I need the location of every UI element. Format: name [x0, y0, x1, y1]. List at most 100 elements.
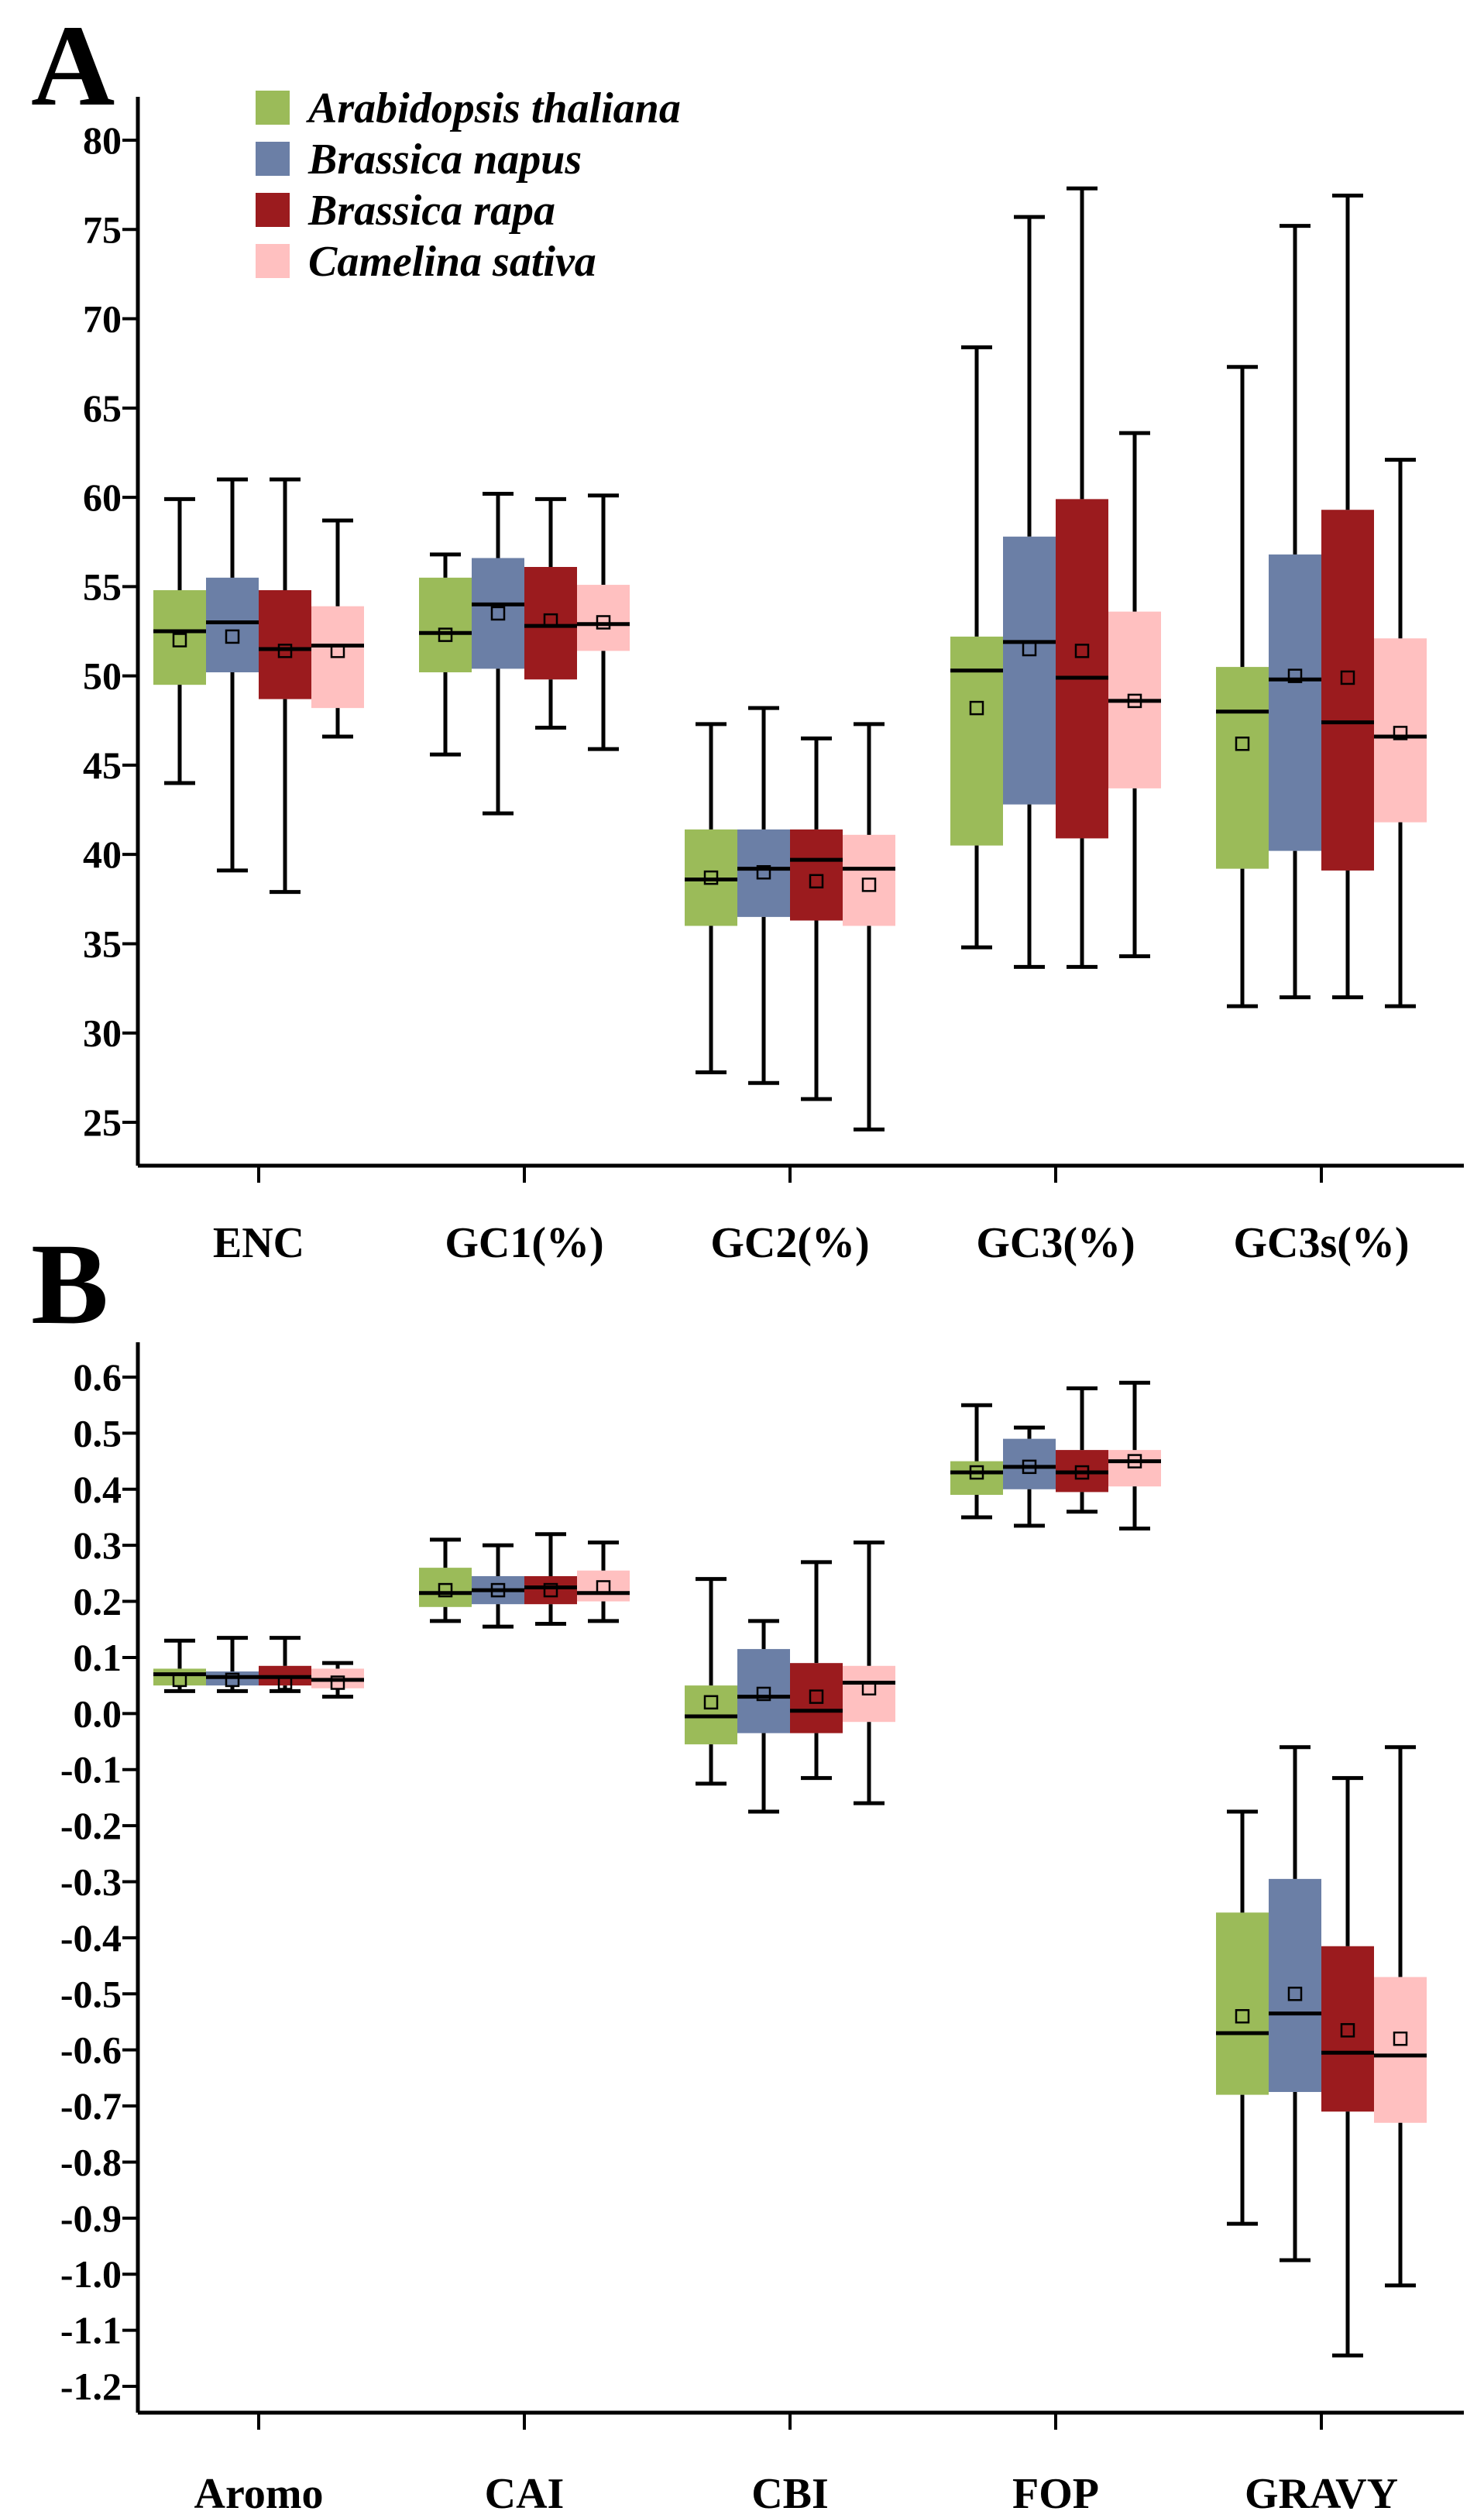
mean-marker: [172, 1672, 187, 1688]
y-tick-label: 30: [83, 1012, 122, 1055]
x-category-label: GC2(%): [710, 1219, 869, 1267]
y-tick-label: -1.1: [60, 2309, 122, 2352]
box-iqr: [419, 1568, 472, 1607]
box-iqr: [1003, 1438, 1056, 1489]
box-plot: [737, 1619, 790, 1814]
mean-marker: [1393, 2031, 1408, 2046]
box-plot: [1216, 365, 1269, 1008]
mean-marker: [1235, 736, 1250, 751]
box-iqr: [950, 636, 1003, 846]
box-plot: [685, 722, 737, 1074]
box-plot: [153, 496, 206, 785]
mean-marker: [809, 874, 824, 889]
box-plot: [1108, 431, 1161, 959]
x-category-label: GC3s(%): [1233, 1219, 1409, 1267]
box-iqr: [737, 1649, 790, 1733]
legend-swatch: [256, 142, 290, 176]
mean-marker: [1287, 668, 1303, 683]
box-plot: [1216, 1809, 1269, 2226]
y-tick-label: 40: [83, 833, 122, 876]
box-plot: [950, 1403, 1003, 1520]
y-tick-label: 55: [83, 565, 122, 608]
mean-marker: [1393, 726, 1408, 740]
box-iqr: [524, 567, 577, 680]
y-tick-label: 80: [83, 119, 122, 162]
box-plot: [259, 477, 311, 895]
box-plot: [1374, 1745, 1427, 2288]
box-plot: [1003, 215, 1056, 969]
mean-marker: [490, 606, 506, 621]
y-tick-label: -0.2: [60, 1804, 122, 1847]
mean-marker: [1022, 641, 1037, 657]
y-tick-label: 75: [83, 208, 122, 251]
y-tick-label: 50: [83, 654, 122, 698]
y-tick-label: 0.4: [74, 1468, 122, 1511]
box-iqr: [1003, 536, 1056, 805]
mean-marker: [1022, 1459, 1037, 1475]
mean-marker: [969, 700, 984, 716]
mean-marker: [1127, 1454, 1142, 1469]
y-tick-label: 0.2: [74, 1580, 122, 1623]
box-plot: [1108, 1380, 1161, 1530]
box-plot: [790, 736, 843, 1101]
mean-marker: [1074, 644, 1090, 658]
y-tick-label: 0.1: [74, 1636, 122, 1679]
y-tick-label: 65: [83, 386, 122, 430]
box-plot: [685, 1577, 737, 1786]
box-iqr: [1216, 667, 1269, 869]
box-plot: [419, 552, 472, 757]
legend-label: Brassica rapa: [307, 187, 555, 235]
mean-marker: [543, 613, 558, 628]
mean-marker: [1340, 2023, 1355, 2038]
legend-label: Camelina sativa: [308, 238, 596, 286]
box-plot: [843, 722, 895, 1132]
panel-b-chart: 0.6 0.5 0.4 0.3 0.2 0.1 0.0 -0.1 -0.2 -0.3 -0.4 -0.…: [60, 1342, 1464, 2518]
x-category-label: Aromo: [194, 2470, 324, 2518]
box-plot: [737, 706, 790, 1085]
box-iqr: [1269, 1878, 1321, 2092]
mean-marker: [225, 629, 240, 644]
box-plot: [472, 491, 524, 816]
y-tick-label: -0.7: [60, 2084, 122, 2128]
y-tick-label: -0.9: [60, 2197, 122, 2240]
box-plot: [206, 1636, 259, 1693]
y-tick-label: 70: [83, 297, 122, 341]
mean-marker: [330, 1675, 345, 1690]
y-tick-label: -1.0: [60, 2252, 122, 2296]
legend-item: Arabidopsis thaliana: [256, 84, 681, 132]
box-plot: [577, 1541, 630, 1623]
mean-marker: [861, 878, 877, 892]
box-plot: [259, 1636, 311, 1693]
mean-marker: [330, 644, 345, 658]
x-category-label: ENC: [213, 1219, 304, 1267]
box-iqr: [419, 577, 472, 673]
x-category-label: CAI: [485, 2470, 565, 2518]
y-tick-label: -0.6: [60, 2028, 122, 2072]
legend-swatch: [256, 193, 290, 227]
box-plot: [1003, 1425, 1056, 1528]
mean-marker: [1287, 1987, 1303, 2001]
mean-marker: [172, 633, 187, 648]
y-tick-label: 45: [83, 744, 122, 787]
legend-swatch: [256, 244, 290, 278]
box-plot: [206, 477, 259, 873]
mean-marker: [596, 1580, 611, 1595]
mean-marker: [861, 1681, 877, 1696]
box-plot: [950, 345, 1003, 950]
mean-marker: [277, 644, 293, 658]
box-plot: [153, 1638, 206, 1693]
x-category-label: GRAVY: [1245, 2470, 1398, 2518]
x-category-label: GC1(%): [445, 1219, 603, 1267]
y-tick-label: 0.5: [74, 1411, 122, 1455]
box-iqr: [577, 1570, 630, 1602]
mean-marker: [543, 1582, 558, 1598]
panel-letter-a: A: [31, 2, 115, 130]
mean-marker: [1074, 1465, 1090, 1480]
box-iqr: [1374, 1977, 1427, 2123]
box-plot: [577, 493, 630, 751]
x-category-label: GC3(%): [976, 1219, 1135, 1267]
box-plot: [1056, 1386, 1108, 1514]
y-tick-label: 0.3: [74, 1524, 122, 1567]
box-iqr: [790, 1663, 843, 1733]
